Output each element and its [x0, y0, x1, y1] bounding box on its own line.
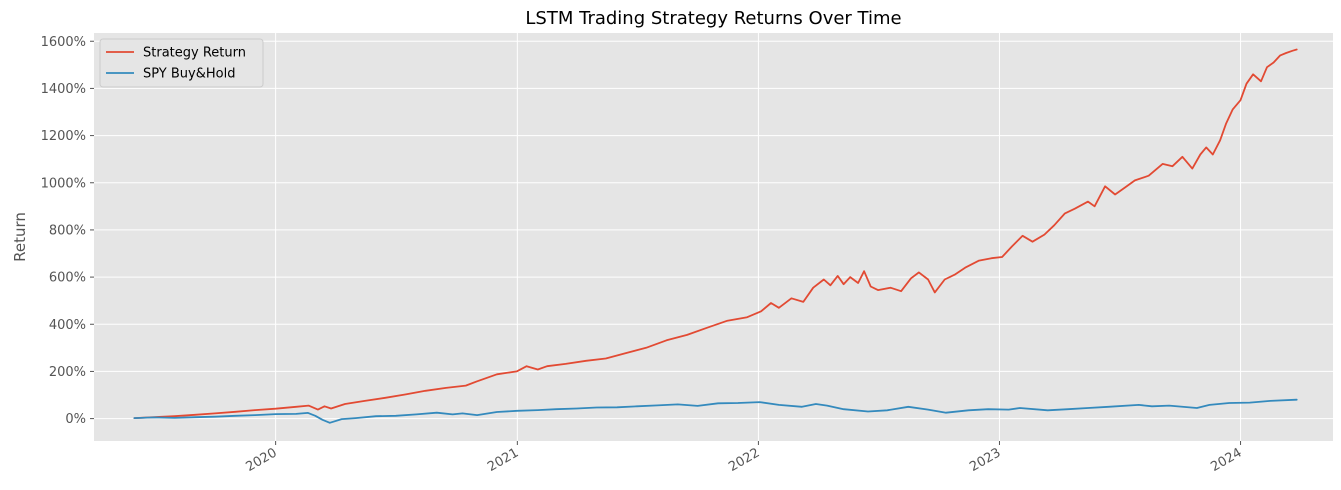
y-tick-label: 400% — [49, 318, 86, 333]
legend-box — [99, 38, 264, 88]
y-axis-label: Return — [11, 212, 29, 262]
x-tick-label: 2024 — [1208, 445, 1244, 475]
series-lines — [133, 48, 1298, 424]
chart-title: LSTM Trading Strategy Returns Over Time — [525, 8, 901, 29]
y-tick-label: 1000% — [41, 176, 86, 191]
y-tick-label: 1400% — [41, 82, 86, 97]
x-tick-label: 2023 — [967, 445, 1003, 475]
series-line-strategy-return — [133, 48, 1298, 420]
y-tick-label: 800% — [49, 223, 86, 238]
x-tick-label: 2020 — [243, 445, 279, 475]
legend: Strategy Return SPY Buy&Hold — [99, 38, 264, 88]
legend-label: Strategy Return — [143, 46, 246, 61]
plot-background — [94, 33, 1333, 441]
legend-label: SPY Buy&Hold — [143, 67, 235, 82]
y-tick-label: 0% — [65, 412, 86, 427]
y-tick-label: 200% — [49, 365, 86, 380]
y-tick-label: 1200% — [41, 129, 86, 144]
x-tick-label: 2022 — [726, 445, 762, 475]
y-tick-label: 1600% — [41, 35, 86, 50]
x-tick-label: 2021 — [485, 445, 521, 475]
y-tick-label: 600% — [49, 271, 86, 286]
grid-lines — [94, 33, 1333, 441]
series-line-spy-buy-hold — [133, 398, 1298, 424]
